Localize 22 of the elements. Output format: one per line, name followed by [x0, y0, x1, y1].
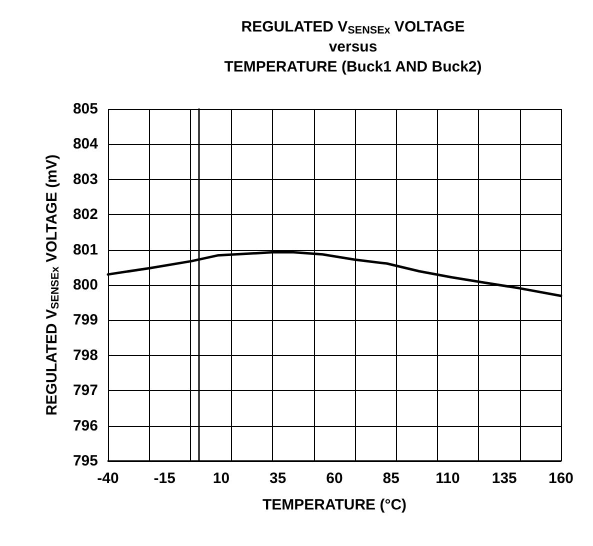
- x-tick-label: -40: [97, 470, 119, 487]
- y-tick-label: 798: [72, 346, 98, 364]
- x-tick-label: 110: [436, 470, 460, 487]
- y-tick-label: 799: [72, 312, 98, 329]
- x-tick-label: 60: [326, 470, 343, 487]
- x-tick-label: -15: [154, 470, 176, 487]
- y-tick-label: 795: [72, 452, 98, 470]
- x-tick-label: 35: [270, 470, 286, 487]
- y-tick-label: 797: [72, 382, 98, 400]
- x-tick-label: 160: [548, 470, 574, 487]
- y-tick-label: 802: [72, 206, 98, 224]
- y-axis-title: REGULATED VSENSEx VOLTAGE (mV): [44, 154, 62, 416]
- x-axis-title: TEMPERATURE (°C): [262, 496, 407, 514]
- x-tick-label: 85: [382, 470, 400, 487]
- y-tick-label: 800: [72, 276, 98, 294]
- x-tick-label: 10: [212, 470, 230, 487]
- y-tick-label: 803: [72, 170, 98, 188]
- y-tick-label: 796: [72, 417, 98, 434]
- y-tick-label: 805: [72, 100, 98, 118]
- x-tick-label: 135: [492, 470, 517, 487]
- y-tick-label: 804: [72, 136, 99, 153]
- y-tick-label: 801: [72, 241, 98, 258]
